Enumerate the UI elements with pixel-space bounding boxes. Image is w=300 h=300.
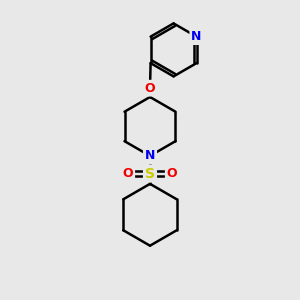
Text: S: S [145,167,155,181]
Text: O: O [123,167,133,180]
Text: O: O [167,167,177,180]
Text: N: N [191,30,202,43]
Text: O: O [145,82,155,95]
Text: N: N [145,149,155,162]
